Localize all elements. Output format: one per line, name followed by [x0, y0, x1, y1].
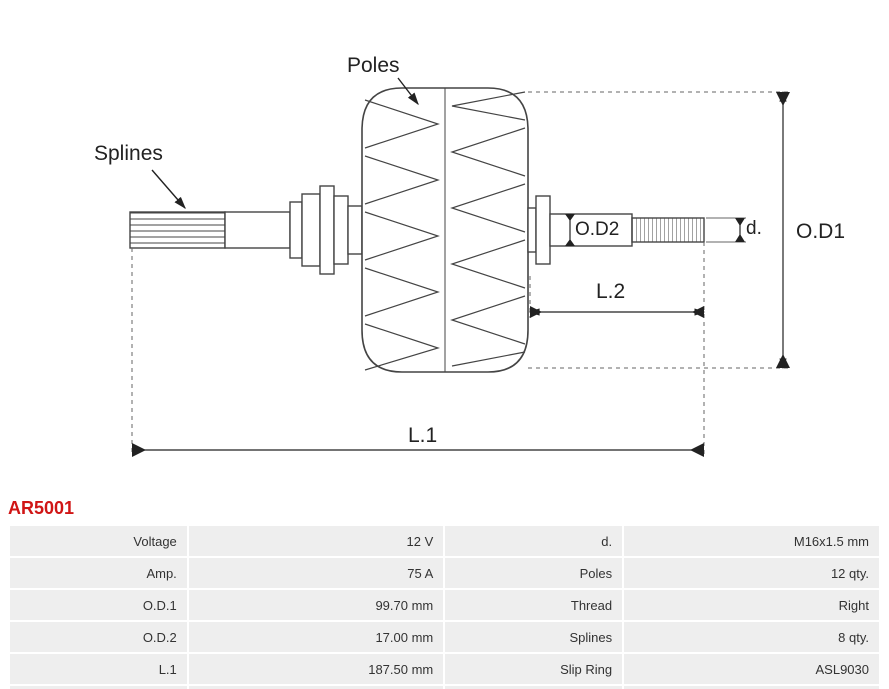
spec-label: O.D.2 — [10, 622, 187, 652]
spec-value: 187.50 mm — [189, 654, 443, 684]
label-l1: L.1 — [408, 424, 437, 448]
label-l2: L.2 — [596, 280, 625, 304]
spec-row: O.D.217.00 mmSplines8 qty. — [10, 622, 879, 652]
spec-value: 12 qty. — [624, 558, 879, 588]
spec-value: 12 V — [189, 526, 443, 556]
spec-label: Poles — [445, 558, 622, 588]
page-root: Poles Splines O.D1 O.D2 d. L.2 L.1 AR500… — [0, 0, 889, 689]
spec-value: Right — [624, 590, 879, 620]
label-od1: O.D1 — [796, 220, 845, 244]
spec-label: Slip Ring — [445, 654, 622, 684]
label-od2: O.D2 — [575, 219, 619, 241]
spec-value: 17.00 mm — [189, 622, 443, 652]
spec-table: Voltage12 Vd.M16x1.5 mmAmp.75 APoles12 q… — [8, 524, 881, 689]
spec-value: M16x1.5 mm — [624, 526, 879, 556]
spec-row: L.1187.50 mmSlip RingASL9030 — [10, 654, 879, 684]
technical-diagram: Poles Splines O.D1 O.D2 d. L.2 L.1 — [0, 0, 889, 490]
spec-row: Voltage12 Vd.M16x1.5 mm — [10, 526, 879, 556]
spec-label: Thread — [445, 590, 622, 620]
spec-label: O.D.1 — [10, 590, 187, 620]
spec-label: L.1 — [10, 654, 187, 684]
spec-value: ASL9030 — [624, 654, 879, 684]
spec-value: 8 qty. — [624, 622, 879, 652]
spec-value: 75 A — [189, 558, 443, 588]
rotor-diagram-svg — [0, 0, 889, 490]
spec-label: d. — [445, 526, 622, 556]
label-splines: Splines — [94, 142, 163, 166]
spec-label: Voltage — [10, 526, 187, 556]
label-d: d. — [746, 218, 762, 240]
spec-row: O.D.199.70 mmThreadRight — [10, 590, 879, 620]
spec-label: Splines — [445, 622, 622, 652]
spec-label: Amp. — [10, 558, 187, 588]
label-poles: Poles — [347, 54, 400, 78]
product-code: AR5001 — [8, 498, 74, 519]
spec-value: 99.70 mm — [189, 590, 443, 620]
spec-row: Amp.75 APoles12 qty. — [10, 558, 879, 588]
